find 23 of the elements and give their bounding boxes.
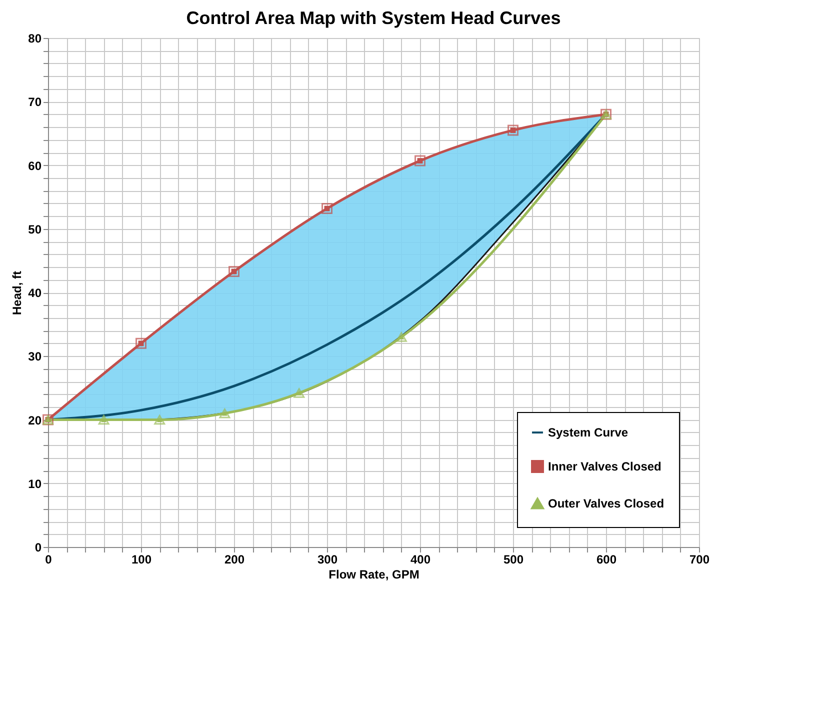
x-tick-label: 0 — [45, 552, 52, 566]
y-tick-label: 50 — [28, 222, 42, 236]
y-tick-label: 20 — [28, 413, 42, 428]
x-axis-title: Flow Rate, GPM — [328, 568, 420, 582]
x-tick-label: 700 — [689, 552, 710, 566]
legend-label: Outer Valves Closed — [548, 496, 664, 510]
x-tick-label: 100 — [131, 552, 152, 566]
x-tick-label: 400 — [410, 552, 431, 566]
y-tick-label: 60 — [28, 158, 42, 173]
y-tick-label: 70 — [28, 95, 42, 110]
y-tick-label: 80 — [28, 32, 42, 46]
y-tick-label: 0 — [34, 540, 42, 554]
x-tick-label: 300 — [317, 552, 338, 566]
x-tick-label: 500 — [503, 552, 524, 566]
legend-label: Inner Valves Closed — [548, 460, 662, 474]
y-tick-label: 30 — [28, 350, 42, 364]
legend-label: System Curve — [548, 426, 628, 440]
y-tick-label: 10 — [28, 476, 42, 491]
y-tick-label: 40 — [28, 286, 42, 300]
x-tick-label: 200 — [224, 552, 245, 566]
chart-title: Control Area Map with System Head Curves — [186, 8, 561, 28]
y-axis-title: Head, ft — [10, 270, 24, 316]
x-tick-label: 600 — [596, 552, 617, 566]
